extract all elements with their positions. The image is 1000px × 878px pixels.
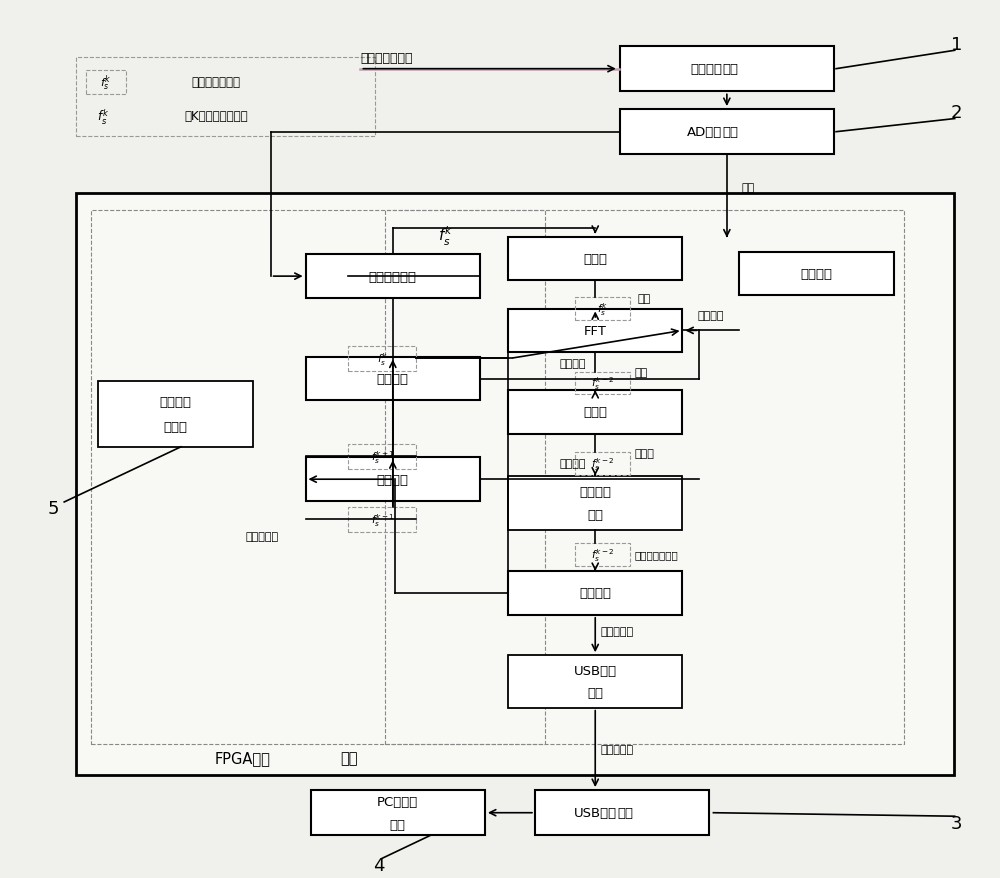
Text: 第K周期的采样频率: 第K周期的采样频率 <box>184 111 248 123</box>
Text: 模块: 模块 <box>617 806 633 819</box>
Text: $f_s^{k+1}$: $f_s^{k+1}$ <box>371 449 394 465</box>
Text: 多普勒频率: 多普勒频率 <box>246 531 279 542</box>
Text: 信号: 信号 <box>742 183 755 192</box>
Text: $f_s^k$: $f_s^k$ <box>97 107 109 126</box>
Text: 4: 4 <box>373 856 384 874</box>
Text: AD采样: AD采样 <box>687 126 722 139</box>
Bar <box>575 543 630 566</box>
Bar <box>508 572 682 615</box>
Text: 信号: 信号 <box>638 293 651 304</box>
Text: $f_s^{k-1}$: $f_s^{k-1}$ <box>371 512 394 529</box>
Bar <box>91 212 545 745</box>
Bar <box>575 298 630 320</box>
Bar <box>306 255 480 299</box>
Text: 频率反馈: 频率反馈 <box>377 473 409 486</box>
Text: 多普勒频率: 多普勒频率 <box>600 744 633 754</box>
Text: $f_s^k$: $f_s^k$ <box>438 224 453 248</box>
Text: 状态信息: 状态信息 <box>698 310 724 320</box>
Text: 模块: 模块 <box>390 817 406 831</box>
Text: 采样频率状态量: 采样频率状态量 <box>191 76 240 90</box>
Bar <box>76 194 954 775</box>
Text: $f_s^{k-2}$: $f_s^{k-2}$ <box>591 546 614 564</box>
Text: FFT: FFT <box>584 325 607 337</box>
Text: 5: 5 <box>47 500 59 517</box>
Text: FPGA控制: FPGA控制 <box>215 750 271 766</box>
Bar <box>508 655 682 708</box>
Bar <box>348 347 416 371</box>
Text: 降压偏置: 降压偏置 <box>690 63 722 76</box>
Bar <box>508 476 682 530</box>
Text: 模块: 模块 <box>587 508 603 522</box>
Text: $f_s^k$: $f_s^k$ <box>597 301 608 318</box>
Bar <box>508 309 682 353</box>
Text: 2: 2 <box>951 104 962 122</box>
Text: USB通信: USB通信 <box>574 806 617 819</box>
Text: 控制: 控制 <box>587 687 603 700</box>
Text: 模块: 模块 <box>340 750 358 766</box>
Text: 功率谱峰值序号: 功率谱峰值序号 <box>635 550 678 560</box>
Text: $f_s^{k-2}$: $f_s^{k-2}$ <box>591 375 614 392</box>
Text: 频率解算: 频率解算 <box>801 268 833 281</box>
Text: 功率谱: 功率谱 <box>583 406 607 419</box>
Bar <box>508 237 682 281</box>
Text: 模块: 模块 <box>722 126 738 139</box>
Text: 频率缓存: 频率缓存 <box>377 372 409 385</box>
Text: 自适应: 自适应 <box>163 421 187 433</box>
Text: 系数模块: 系数模块 <box>579 587 611 600</box>
Text: USB输出: USB输出 <box>574 664 617 677</box>
Text: 峰值序号: 峰值序号 <box>579 486 611 499</box>
Text: 功率谱: 功率谱 <box>635 449 654 458</box>
Text: 1: 1 <box>951 36 962 54</box>
Text: 多普勒频率: 多普勒频率 <box>600 626 633 636</box>
Text: $f_s^{k-2}$: $f_s^{k-2}$ <box>591 456 614 472</box>
Text: 频谱: 频谱 <box>635 368 648 378</box>
Bar <box>86 70 126 95</box>
Bar <box>620 110 834 155</box>
Bar <box>575 372 630 395</box>
Bar <box>76 58 375 137</box>
Bar <box>535 790 709 836</box>
Text: 状态信息: 状态信息 <box>560 358 586 369</box>
Bar <box>348 444 416 469</box>
Text: 3: 3 <box>951 814 962 832</box>
Bar <box>739 252 894 296</box>
Text: 模块: 模块 <box>722 63 738 76</box>
Bar <box>311 790 485 836</box>
Text: $f_s^k$: $f_s^k$ <box>377 350 388 367</box>
Bar <box>98 382 253 447</box>
Bar <box>306 457 480 501</box>
Text: PC机接收: PC机接收 <box>377 795 418 808</box>
Bar <box>508 391 682 435</box>
Text: $f_s^k$: $f_s^k$ <box>100 73 112 92</box>
Text: 模拟多普勒信号: 模拟多普勒信号 <box>360 52 413 65</box>
Bar <box>385 212 904 745</box>
Bar <box>620 47 834 92</box>
Text: 窗函数: 窗函数 <box>583 253 607 266</box>
Bar <box>348 507 416 532</box>
Text: 采样频率产生: 采样频率产生 <box>369 270 417 284</box>
Bar <box>575 452 630 475</box>
Bar <box>306 357 480 401</box>
Text: 状态信息: 状态信息 <box>560 459 586 469</box>
Text: 采样频率: 采样频率 <box>159 396 191 409</box>
